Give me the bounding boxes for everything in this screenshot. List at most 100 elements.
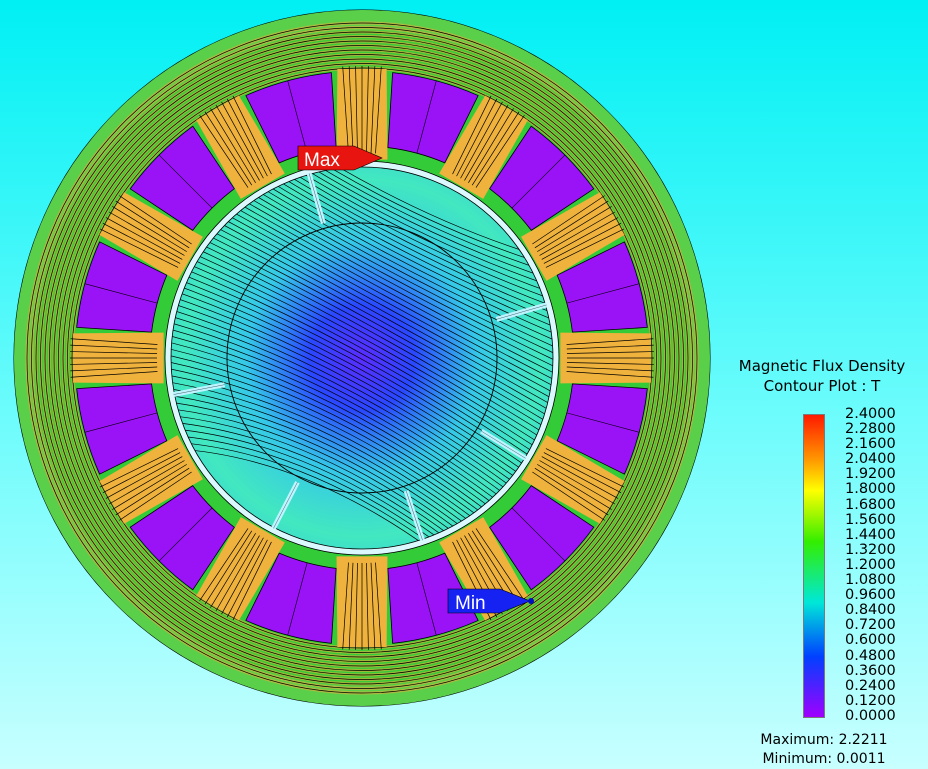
rotor-flux-line xyxy=(171,244,553,486)
tooth-flux-line xyxy=(566,366,654,372)
rotor-flux-line xyxy=(171,167,553,332)
tooth-flux-line xyxy=(199,528,249,601)
tooth-flux-line xyxy=(539,211,616,256)
yoke-flux-line xyxy=(49,45,675,671)
tooth-flux-line xyxy=(348,66,354,154)
rotor-flux-line xyxy=(171,167,553,276)
legend-tick: 1.5600 xyxy=(845,511,896,528)
stator-core xyxy=(13,9,711,707)
maximum-value: Maximum: 2.2211 xyxy=(760,732,888,748)
legend-tick: 0.2400 xyxy=(845,677,896,694)
yoke-flux-line xyxy=(26,22,698,694)
legend-tick: 1.8000 xyxy=(845,481,896,498)
rotor-flux-line xyxy=(171,363,553,549)
yoke-flux-line xyxy=(53,49,671,667)
tooth-flux-line xyxy=(99,228,179,268)
slot-divider xyxy=(84,412,158,433)
tooth-flux-line xyxy=(452,95,492,175)
slot-divider xyxy=(416,562,437,636)
tooth-flux-line xyxy=(70,362,158,365)
slot-divider xyxy=(511,507,566,562)
legend-tick: 0.7200 xyxy=(845,617,896,634)
tooth-flux-line xyxy=(471,530,520,605)
yoke-flux-line xyxy=(44,40,680,676)
rotor-flux-line xyxy=(171,167,553,346)
max-marker[interactable]: Max xyxy=(297,145,383,171)
tooth-flux-line xyxy=(232,95,272,175)
rotor-flux-line xyxy=(171,405,553,549)
legend-summary: Maximum: 2.2211 Minimum: 0.0011 xyxy=(720,731,928,769)
tooth-flux-line xyxy=(539,460,616,505)
tooth-flux-line xyxy=(355,66,358,154)
rotor-flux-line xyxy=(171,167,553,290)
slot-divider xyxy=(158,507,213,562)
rotor-flux-line xyxy=(171,167,553,297)
rotor-flux-line xyxy=(171,265,553,507)
yoke-flux-line xyxy=(31,27,693,689)
rotor-flux-line xyxy=(171,447,553,549)
flux-barrier-edge xyxy=(405,490,423,541)
tooth-flux-line xyxy=(566,344,654,350)
tooth-flux-line xyxy=(366,66,369,154)
rotor-flux-line xyxy=(171,237,553,479)
stator-slots xyxy=(76,72,648,644)
slot-divider xyxy=(511,154,566,209)
tooth-flux-line xyxy=(199,115,249,188)
slot-divider xyxy=(84,283,158,304)
tooth-flux-line xyxy=(464,104,509,181)
legend-tick: 0.6000 xyxy=(845,632,896,649)
tooth-flux-line xyxy=(537,206,612,252)
stator-teeth xyxy=(70,66,654,650)
yoke-outer-band xyxy=(14,10,710,706)
tooth-flux-line xyxy=(370,562,376,650)
tooth-flux-line xyxy=(215,535,260,612)
rotor-body xyxy=(170,166,554,550)
stator-slot-winding xyxy=(245,552,337,644)
legend-title-line1: Magnetic Flux Density xyxy=(738,357,906,375)
tooth-flux-line xyxy=(348,562,354,650)
rotor-flux-line xyxy=(171,167,553,360)
tooth-flux-line xyxy=(226,98,268,177)
flux-barrier-edge xyxy=(496,304,547,320)
tooth-flux-line xyxy=(215,104,260,181)
tooth-flux-line xyxy=(475,115,525,188)
rotor-flux-line xyxy=(171,391,553,549)
legend-tick: 1.4400 xyxy=(845,526,896,543)
tooth-flux-line xyxy=(105,217,183,260)
yoke-flux-line xyxy=(62,58,662,658)
rotor-flux-line xyxy=(171,167,553,325)
min-label: Min xyxy=(455,593,486,614)
flux-barrier-edge xyxy=(481,430,526,459)
legend-tick: 1.0800 xyxy=(845,572,896,589)
tooth-flux-line xyxy=(232,541,272,621)
rotor-flux-line xyxy=(171,419,553,549)
rotor-flux-line xyxy=(171,167,553,353)
tooth-flux-line xyxy=(543,222,622,264)
tooth-flux-line xyxy=(70,344,158,350)
tooth-flux-line xyxy=(70,338,158,345)
stator-slot-winding xyxy=(76,383,168,475)
yoke-flux-line xyxy=(58,54,666,662)
rotor-flux-line xyxy=(171,167,553,318)
tooth-flux-line xyxy=(566,351,654,354)
rotor-flux-line xyxy=(171,384,553,549)
tooth-flux-line xyxy=(532,471,605,521)
tooth-flux-line xyxy=(70,366,158,372)
yoke-flux-line xyxy=(35,31,689,685)
rotor-flux-line xyxy=(171,370,553,549)
tooth-flux-line xyxy=(70,371,158,378)
rotor-flux-line xyxy=(171,167,553,311)
rotor-flux-line xyxy=(171,440,553,549)
slot-divider xyxy=(158,154,213,209)
tooth-flux-line xyxy=(105,456,183,499)
tooth-flux-line xyxy=(456,98,498,177)
tooth-flux-line xyxy=(115,200,190,249)
tooth-flux-line xyxy=(566,338,654,345)
max-label: Max xyxy=(304,150,340,171)
min-marker[interactable]: Min xyxy=(447,588,534,614)
tooth-flux-line xyxy=(342,562,349,650)
tooth-flux-line xyxy=(99,448,179,488)
flux-barrier-edge xyxy=(308,173,324,224)
tooth-flux-line xyxy=(370,66,376,154)
